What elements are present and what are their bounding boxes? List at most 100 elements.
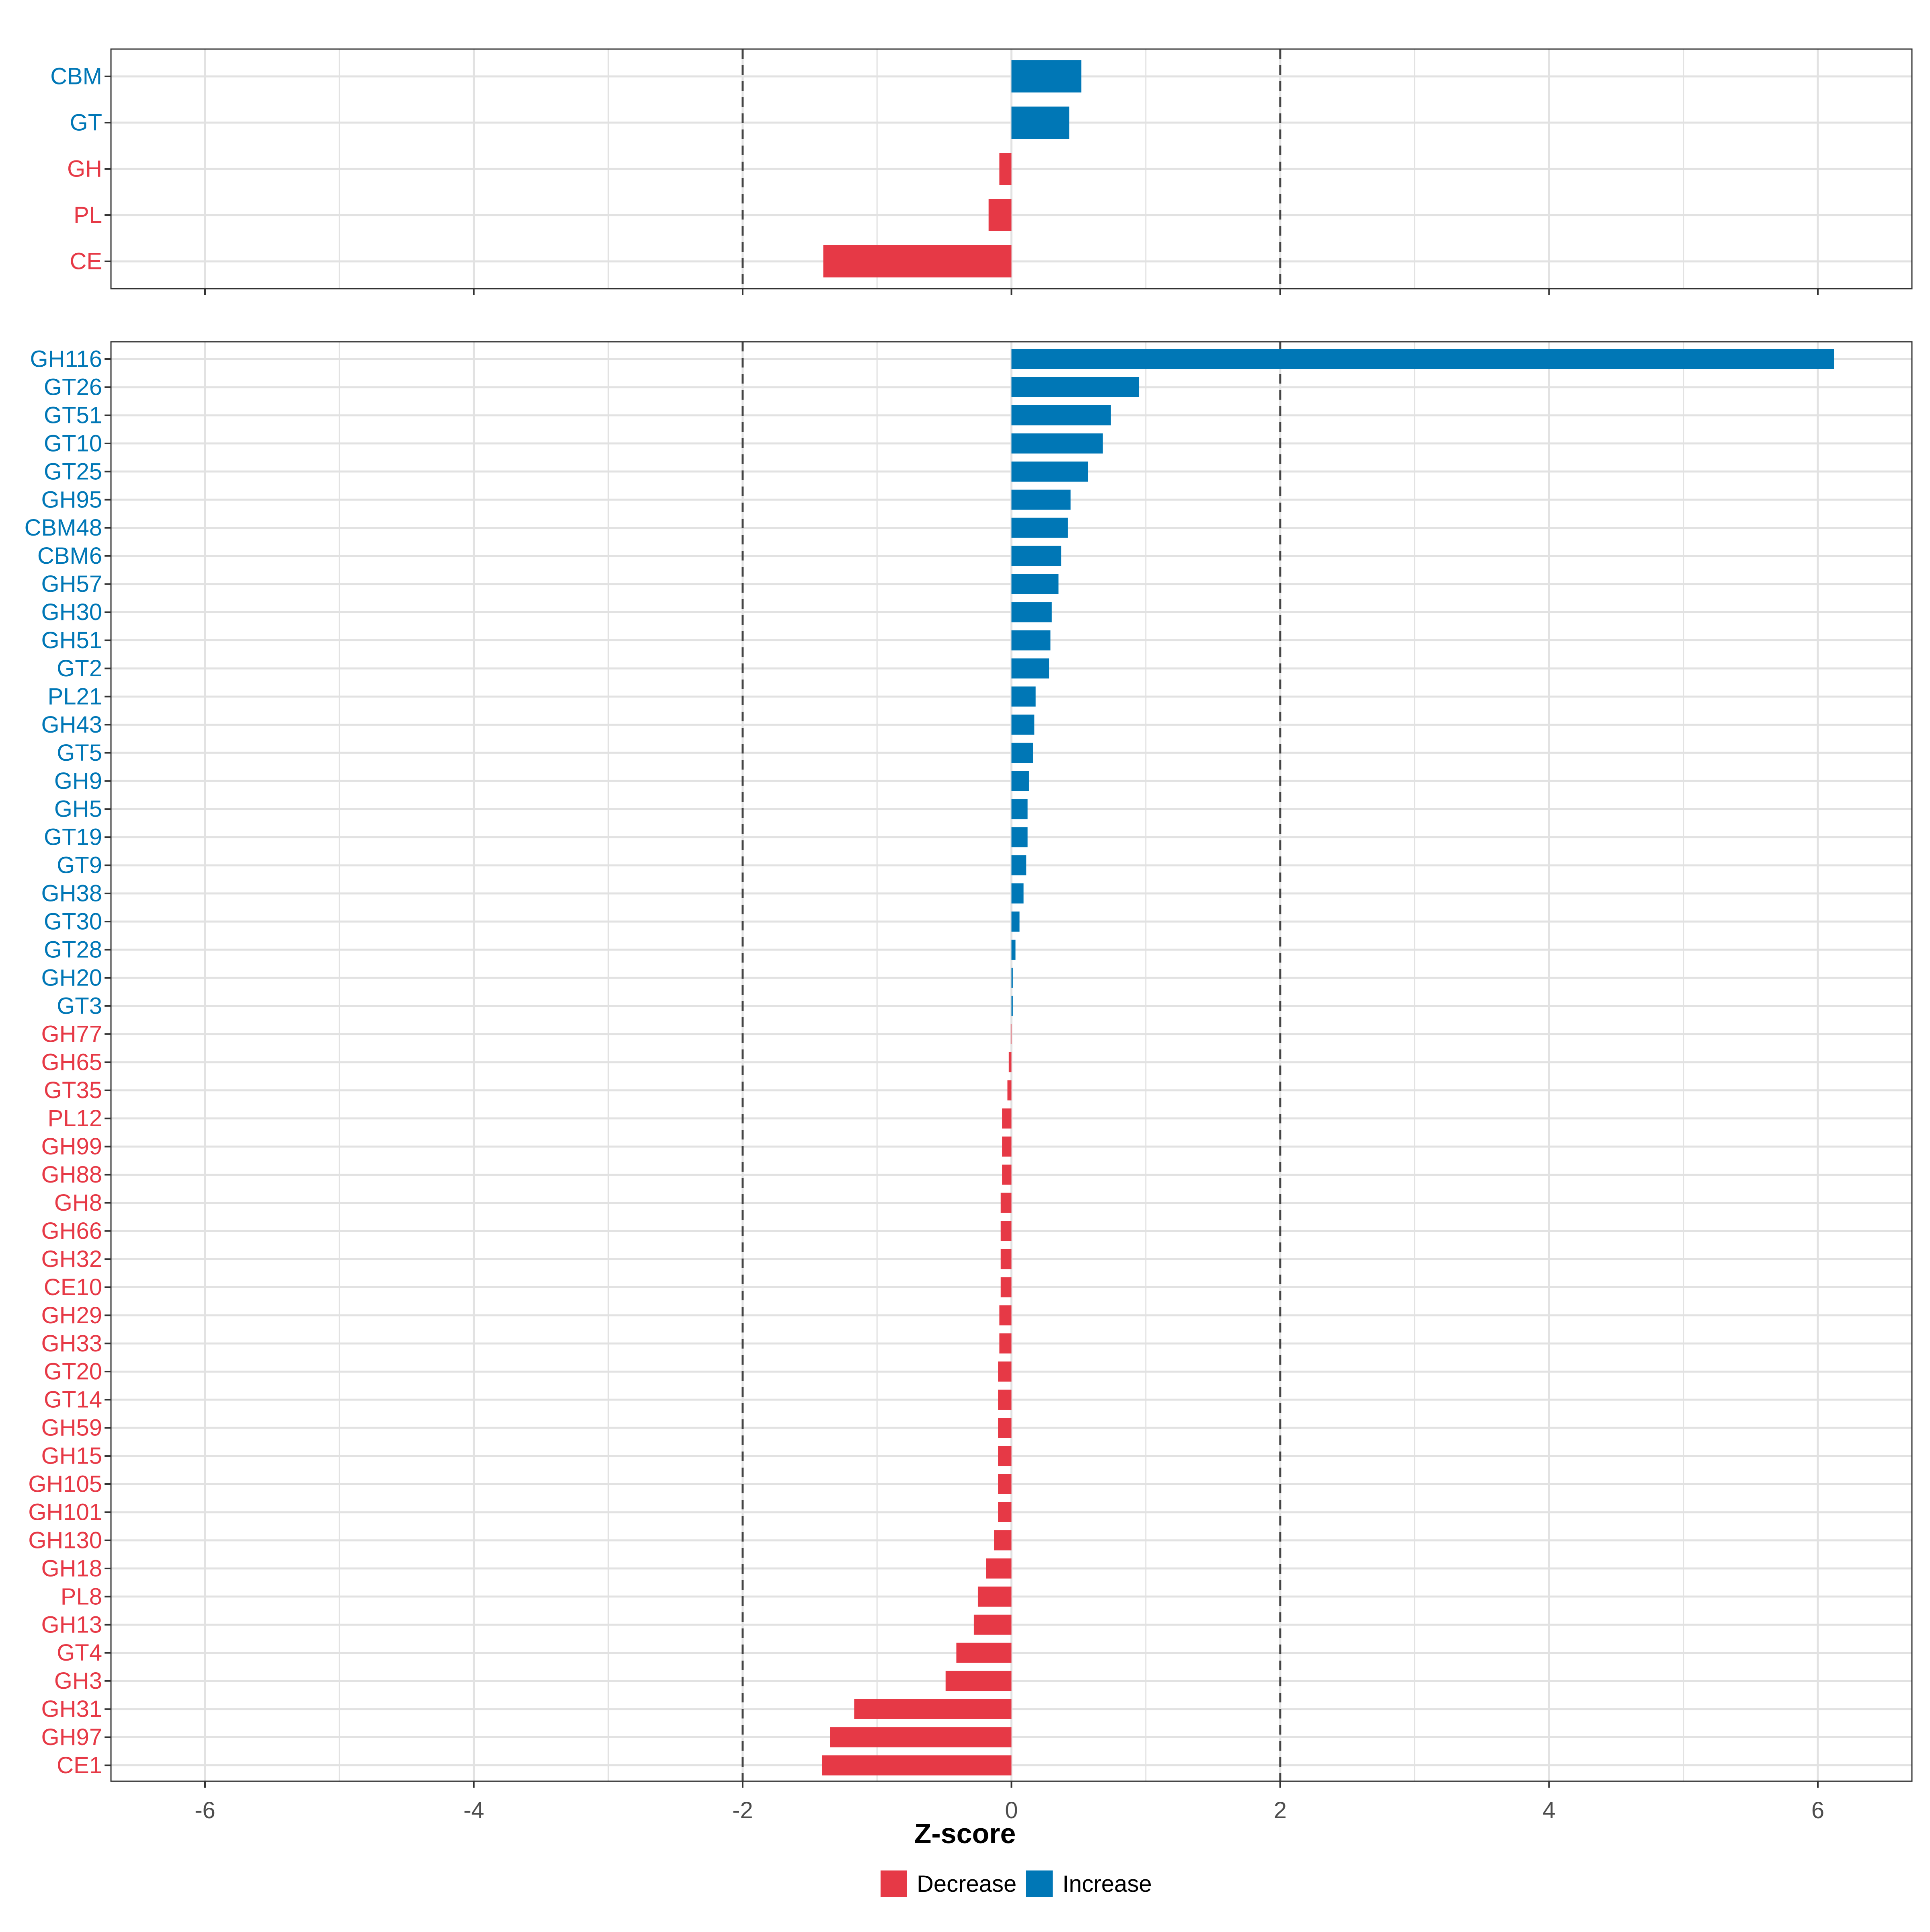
y-tick-label-gh30: GH30 xyxy=(41,599,102,625)
bar-gt2 xyxy=(1011,658,1049,679)
y-tick-label-gh95: GH95 xyxy=(41,487,102,513)
y-tick-label-gt51: GT51 xyxy=(44,402,102,428)
x-tick-label: -4 xyxy=(464,1797,485,1823)
bar-ce1 xyxy=(822,1755,1012,1776)
bar-gh8 xyxy=(1000,1193,1012,1213)
bar-ce10 xyxy=(1000,1277,1012,1298)
y-tick-label-gh66: GH66 xyxy=(41,1218,102,1244)
y-tick-label-gh33: GH33 xyxy=(41,1330,102,1357)
y-tick-label-cbm: CBM xyxy=(50,64,102,90)
y-tick-label-gt2: GT2 xyxy=(57,655,102,682)
y-tick-label-gt20: GT20 xyxy=(44,1359,102,1385)
bar-pl xyxy=(988,199,1012,231)
y-tick-label-gh8: GH8 xyxy=(54,1190,102,1216)
bar-gt xyxy=(1011,107,1070,139)
y-tick-label-gh9: GH9 xyxy=(54,768,102,794)
bar-gh15 xyxy=(998,1446,1012,1466)
bar-gh101 xyxy=(998,1502,1012,1522)
y-tick-label-gt4: GT4 xyxy=(57,1640,102,1666)
bar-gh18 xyxy=(986,1558,1012,1579)
y-tick-label-gt25: GT25 xyxy=(44,458,102,485)
x-tick-label: 2 xyxy=(1274,1797,1287,1823)
y-tick-label-gh29: GH29 xyxy=(41,1302,102,1328)
y-tick-label-gh51: GH51 xyxy=(41,627,102,653)
x-tick-label: 6 xyxy=(1811,1797,1824,1823)
bar-gh3 xyxy=(945,1671,1012,1691)
bar-gt9 xyxy=(1011,855,1027,876)
x-axis-title: Z-score xyxy=(914,1818,1016,1849)
y-tick-label-gh88: GH88 xyxy=(41,1162,102,1188)
bar-cbm xyxy=(1011,60,1082,92)
bar-gh38 xyxy=(1011,883,1024,904)
bar-gh5 xyxy=(1011,799,1028,819)
y-tick-label-gh130: GH130 xyxy=(28,1527,102,1553)
y-tick-label-cbm48: CBM48 xyxy=(25,515,102,541)
bar-cbm48 xyxy=(1011,517,1068,538)
y-tick-label-gt9: GT9 xyxy=(57,852,102,879)
y-tick-label-gh101: GH101 xyxy=(28,1499,102,1525)
legend-label-increase: Increase xyxy=(1062,1870,1152,1897)
bar-gh31 xyxy=(854,1699,1012,1719)
bar-gt3 xyxy=(1011,996,1013,1016)
bar-gh95 xyxy=(1011,489,1071,510)
y-tick-label-gh77: GH77 xyxy=(41,1021,102,1047)
y-tick-label-gt35: GT35 xyxy=(44,1077,102,1103)
bar-gh20 xyxy=(1011,967,1013,988)
bar-gh77 xyxy=(1010,1024,1012,1044)
legend-item-increase: Increase xyxy=(1026,1870,1152,1897)
y-tick-label-gh97: GH97 xyxy=(41,1724,102,1750)
y-tick-label-gt3: GT3 xyxy=(57,993,102,1019)
y-tick-label-gh: GH xyxy=(67,156,102,182)
bar-gt26 xyxy=(1011,377,1140,397)
bar-gt5 xyxy=(1011,743,1033,763)
bar-gh130 xyxy=(994,1530,1012,1550)
y-tick-label-pl: PL xyxy=(74,202,102,228)
y-tick-label-gh15: GH15 xyxy=(41,1443,102,1469)
y-tick-label-pl21: PL21 xyxy=(48,684,102,710)
bar-gh51 xyxy=(1011,630,1051,651)
y-tick-label-gt26: GT26 xyxy=(44,374,102,400)
bar-gh32 xyxy=(1000,1249,1012,1269)
bar-gh13 xyxy=(973,1614,1012,1635)
legend-label-decrease: Decrease xyxy=(917,1870,1017,1897)
bar-gh57 xyxy=(1011,574,1059,594)
bar-gt20 xyxy=(998,1361,1012,1382)
bar-pl21 xyxy=(1011,686,1036,707)
x-tick-label: -6 xyxy=(195,1797,216,1823)
bar-gh29 xyxy=(999,1305,1012,1326)
bar-gh65 xyxy=(1008,1052,1012,1072)
x-tick-label: 4 xyxy=(1542,1797,1555,1823)
bar-gh99 xyxy=(1002,1136,1012,1157)
bar-gt19 xyxy=(1011,827,1028,848)
bar-gh116 xyxy=(1011,349,1834,369)
y-tick-label-gh20: GH20 xyxy=(41,965,102,991)
bar-gh9 xyxy=(1011,771,1029,791)
y-tick-label-gt28: GT28 xyxy=(44,936,102,963)
legend-item-decrease: Decrease xyxy=(881,1870,1016,1897)
y-tick-label-gh5: GH5 xyxy=(54,796,102,822)
y-tick-label-ce10: CE10 xyxy=(44,1274,102,1300)
bar-gt35 xyxy=(1007,1080,1012,1100)
y-tick-label-gt14: GT14 xyxy=(44,1387,102,1413)
y-tick-label-ce1: CE1 xyxy=(57,1752,102,1778)
y-tick-label-gh65: GH65 xyxy=(41,1049,102,1075)
y-tick-label-gh3: GH3 xyxy=(54,1668,102,1694)
bar-gt25 xyxy=(1011,461,1088,482)
y-tick-label-gh105: GH105 xyxy=(28,1471,102,1497)
bar-gh59 xyxy=(998,1418,1012,1438)
y-tick-label-gt30: GT30 xyxy=(44,909,102,935)
bar-gh105 xyxy=(998,1474,1012,1494)
y-tick-label-gh43: GH43 xyxy=(41,712,102,738)
y-tick-label-gt10: GT10 xyxy=(44,430,102,456)
y-tick-label-pl12: PL12 xyxy=(48,1105,102,1131)
bar-gt28 xyxy=(1011,939,1016,960)
bar-gt4 xyxy=(956,1643,1012,1663)
bar-gh66 xyxy=(1000,1221,1012,1241)
y-tick-label-cbm6: CBM6 xyxy=(37,543,102,569)
y-tick-label-gt5: GT5 xyxy=(57,740,102,766)
y-tick-label-gh38: GH38 xyxy=(41,881,102,907)
y-tick-label-gh31: GH31 xyxy=(41,1696,102,1722)
legend: Decrease Increase xyxy=(881,1870,1162,1898)
